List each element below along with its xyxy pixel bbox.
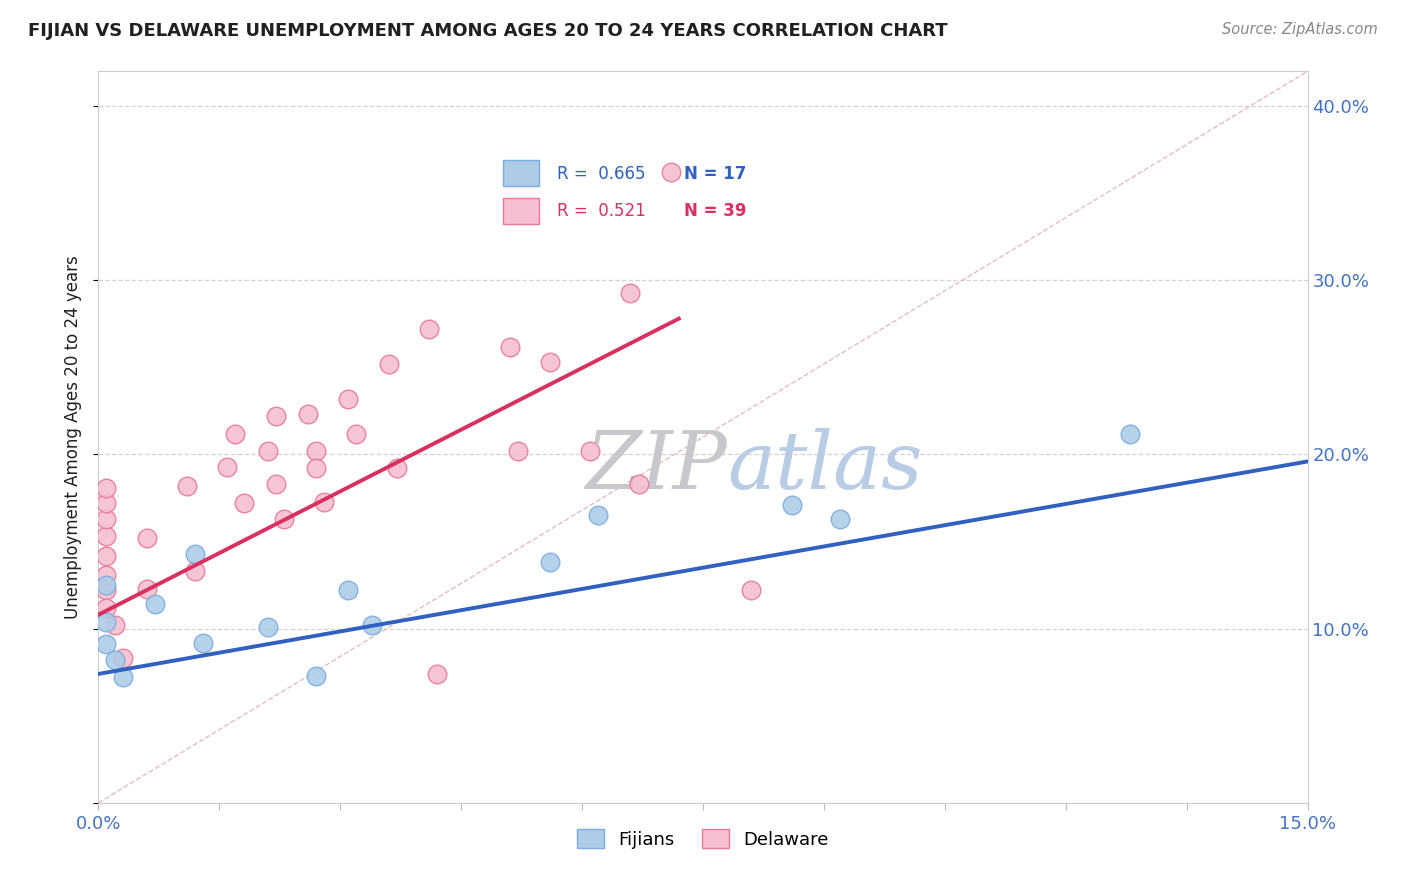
Point bbox=[538, 556, 561, 570]
Point bbox=[305, 444, 328, 458]
Point bbox=[193, 635, 215, 649]
Point bbox=[96, 615, 118, 629]
Point bbox=[314, 494, 336, 508]
Point bbox=[305, 461, 328, 475]
Point bbox=[780, 498, 803, 512]
Point bbox=[256, 620, 278, 634]
Point bbox=[232, 496, 254, 510]
Point bbox=[96, 583, 118, 598]
Point bbox=[264, 477, 287, 491]
Point bbox=[337, 583, 360, 598]
Point bbox=[344, 426, 367, 441]
Point bbox=[224, 426, 246, 441]
Point bbox=[135, 582, 157, 596]
Point bbox=[506, 444, 529, 458]
Y-axis label: Unemployment Among Ages 20 to 24 years: Unemployment Among Ages 20 to 24 years bbox=[65, 255, 83, 619]
Point bbox=[96, 600, 118, 615]
Point bbox=[184, 564, 207, 578]
Point bbox=[361, 618, 384, 632]
Point bbox=[418, 322, 440, 336]
Point bbox=[579, 444, 602, 458]
Point bbox=[377, 357, 399, 371]
Point bbox=[297, 408, 319, 422]
Point bbox=[103, 618, 125, 632]
Point bbox=[96, 549, 118, 563]
Text: FIJIAN VS DELAWARE UNEMPLOYMENT AMONG AGES 20 TO 24 YEARS CORRELATION CHART: FIJIAN VS DELAWARE UNEMPLOYMENT AMONG AG… bbox=[28, 22, 948, 40]
Point bbox=[143, 597, 166, 611]
Point bbox=[498, 339, 520, 353]
Point bbox=[256, 444, 278, 458]
Point bbox=[103, 653, 125, 667]
Point bbox=[111, 651, 134, 665]
Text: Source: ZipAtlas.com: Source: ZipAtlas.com bbox=[1222, 22, 1378, 37]
Point bbox=[184, 547, 207, 561]
Point bbox=[96, 481, 118, 495]
Point bbox=[135, 531, 157, 545]
Point bbox=[740, 583, 762, 598]
Point bbox=[627, 477, 650, 491]
Point bbox=[659, 165, 682, 179]
Point bbox=[305, 668, 328, 682]
Point bbox=[96, 578, 118, 592]
Point bbox=[619, 285, 641, 300]
Point bbox=[426, 667, 449, 681]
Point bbox=[96, 496, 118, 510]
Point bbox=[385, 461, 408, 475]
Point bbox=[111, 670, 134, 684]
Point bbox=[96, 637, 118, 651]
Point bbox=[538, 355, 561, 369]
Point bbox=[337, 392, 360, 406]
Point bbox=[176, 479, 198, 493]
Text: ZIP: ZIP bbox=[585, 427, 727, 505]
Point bbox=[586, 508, 609, 523]
Point bbox=[264, 409, 287, 424]
Point bbox=[217, 459, 239, 474]
Legend: Fijians, Delaware: Fijians, Delaware bbox=[569, 822, 837, 856]
Text: atlas: atlas bbox=[727, 427, 922, 505]
Point bbox=[828, 512, 851, 526]
Point bbox=[1119, 426, 1142, 441]
Point bbox=[96, 529, 118, 543]
Point bbox=[273, 512, 295, 526]
Point bbox=[96, 567, 118, 582]
Point bbox=[96, 512, 118, 526]
